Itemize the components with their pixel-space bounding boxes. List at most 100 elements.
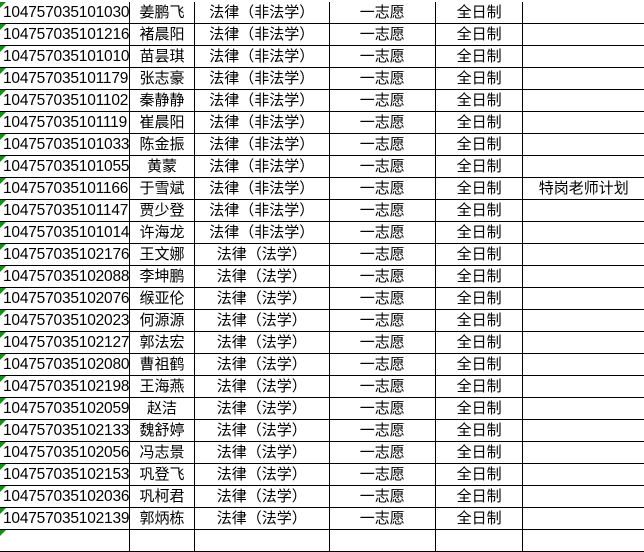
cell-note[interactable]	[522, 397, 644, 420]
cell-name[interactable]: 秦静静	[129, 89, 195, 112]
cell-note[interactable]	[522, 199, 644, 222]
cell-choice[interactable]: 一志愿	[329, 353, 436, 376]
cell-major[interactable]: 法律（非法学）	[194, 221, 330, 244]
cell-mode[interactable]: 全日制	[435, 111, 524, 134]
cell-choice[interactable]: 一志愿	[329, 265, 436, 288]
cell-id[interactable]: 104757035102023	[0, 309, 131, 332]
cell-note[interactable]	[522, 133, 644, 156]
cell-id[interactable]: 104757035101014	[0, 221, 131, 244]
cell-note[interactable]	[522, 45, 644, 68]
cell-id[interactable]: 104757035101030	[0, 2, 131, 24]
cell-major[interactable]: 法律（法学）	[194, 243, 330, 266]
cell-choice[interactable]: 一志愿	[329, 397, 436, 420]
cell-mode[interactable]: 全日制	[435, 133, 524, 156]
cell-mode[interactable]: 全日制	[435, 89, 524, 112]
cell-note[interactable]	[522, 2, 644, 24]
cell-major[interactable]: 法律（非法学）	[194, 67, 330, 90]
cell-mode[interactable]: 全日制	[435, 243, 524, 266]
cell-name[interactable]: 张志豪	[129, 67, 195, 90]
cell-id[interactable]: 104757035102133	[0, 419, 131, 442]
cell-name[interactable]: 缑亚伦	[129, 287, 195, 310]
cell-name[interactable]: 苗昙琪	[129, 45, 195, 68]
cell-id[interactable]: 104757035101033	[0, 133, 131, 156]
cell-mode[interactable]: 全日制	[435, 331, 524, 354]
cell-choice[interactable]: 一志愿	[329, 485, 436, 508]
cell-name[interactable]: 李坤鹏	[129, 265, 195, 288]
cell-major[interactable]: 法律（非法学）	[194, 45, 330, 68]
cell-note[interactable]	[522, 375, 644, 398]
cell-id[interactable]: 104757035102056	[0, 441, 131, 464]
cell-mode[interactable]: 全日制	[435, 375, 524, 398]
cell-name[interactable]: 王海燕	[129, 375, 195, 398]
cell-major[interactable]: 法律（非法学）	[194, 111, 330, 134]
cell-mode[interactable]: 全日制	[435, 287, 524, 310]
cell-major[interactable]: 法律（法学）	[194, 287, 330, 310]
cell-choice[interactable]: 一志愿	[329, 45, 436, 68]
cell-note[interactable]	[522, 89, 644, 112]
cell-name[interactable]: 郭法宏	[129, 331, 195, 354]
cell-choice[interactable]: 一志愿	[329, 419, 436, 442]
cell-id[interactable]: 104757035101166	[0, 177, 131, 200]
cell-choice[interactable]: 一志愿	[329, 243, 436, 266]
cell-note[interactable]	[522, 463, 644, 486]
cell-major[interactable]: 法律（法学）	[194, 419, 330, 442]
cell-mode[interactable]: 全日制	[435, 221, 524, 244]
cell-id[interactable]: 104757035102127	[0, 331, 131, 354]
cell-mode[interactable]: 全日制	[435, 485, 524, 508]
cell-major[interactable]: 法律（法学）	[194, 309, 330, 332]
cell-name[interactable]: 魏舒婷	[129, 419, 195, 442]
cell-choice[interactable]: 一志愿	[329, 331, 436, 354]
cell-choice[interactable]: 一志愿	[329, 2, 436, 24]
cell-id[interactable]: 104757035102036	[0, 485, 131, 508]
cell-id[interactable]: 104757035102080	[0, 353, 131, 376]
cell-choice[interactable]: 一志愿	[329, 155, 436, 178]
cell-note[interactable]	[522, 111, 644, 134]
cell-mode[interactable]: 全日制	[435, 397, 524, 420]
cell-note[interactable]	[522, 67, 644, 90]
cell-choice[interactable]: 一志愿	[329, 199, 436, 222]
cell-mode[interactable]: 全日制	[435, 155, 524, 178]
cell-major[interactable]: 法律（非法学）	[194, 23, 330, 46]
cell-name[interactable]: 贾少登	[129, 199, 195, 222]
cell-id[interactable]: 104757035102153	[0, 463, 131, 486]
cell-major[interactable]: 法律（法学）	[194, 507, 330, 530]
cell-id[interactable]: 104757035102059	[0, 397, 131, 420]
cell-choice[interactable]: 一志愿	[329, 67, 436, 90]
cell-choice[interactable]: 一志愿	[329, 375, 436, 398]
cell-id[interactable]: 104757035101179	[0, 67, 131, 90]
cell-mode[interactable]: 全日制	[435, 45, 524, 68]
cell-major[interactable]: 法律（法学）	[194, 463, 330, 486]
cell-major[interactable]: 法律（非法学）	[194, 2, 330, 24]
cell-name[interactable]: 黄蒙	[129, 155, 195, 178]
cell-note[interactable]	[522, 419, 644, 442]
cell-note[interactable]	[522, 485, 644, 508]
cell-note[interactable]	[522, 309, 644, 332]
cell-name[interactable]: 姜鹏飞	[129, 2, 195, 24]
cell-mode[interactable]: 全日制	[435, 67, 524, 90]
cell-name[interactable]: 于雪斌	[129, 177, 195, 200]
cell-id[interactable]: 104757035101055	[0, 155, 131, 178]
cell-mode[interactable]: 全日制	[435, 199, 524, 222]
cell-choice[interactable]: 一志愿	[329, 177, 436, 200]
cell-name[interactable]: 巩柯君	[129, 485, 195, 508]
cell-name[interactable]: 陈金振	[129, 133, 195, 156]
cell-id[interactable]: 104757035102198	[0, 375, 131, 398]
cell-choice[interactable]: 一志愿	[329, 221, 436, 244]
cell-note[interactable]	[522, 441, 644, 464]
cell-id[interactable]: 104757035101102	[0, 89, 131, 112]
cell-major[interactable]: 法律（非法学）	[194, 89, 330, 112]
cell-id[interactable]: 104757035101147	[0, 199, 131, 222]
cell-name[interactable]: 许海龙	[129, 221, 195, 244]
cell-name[interactable]: 崔晨阳	[129, 111, 195, 134]
cell-note[interactable]	[522, 221, 644, 244]
cell-mode[interactable]: 全日制	[435, 507, 524, 530]
cell-name[interactable]: 王文娜	[129, 243, 195, 266]
cell-major[interactable]: 法律（非法学）	[194, 133, 330, 156]
cell-id[interactable]: 104757035101216	[0, 23, 131, 46]
cell-name[interactable]: 郭炳栋	[129, 507, 195, 530]
cell-mode[interactable]: 全日制	[435, 441, 524, 464]
cell-name[interactable]: 曹祖鹤	[129, 353, 195, 376]
cell-choice[interactable]: 一志愿	[329, 441, 436, 464]
cell-note[interactable]: 特岗老师计划	[522, 177, 644, 200]
cell-note[interactable]	[522, 353, 644, 376]
